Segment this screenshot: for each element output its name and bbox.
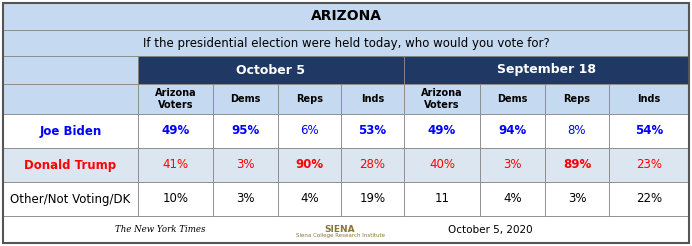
- Text: 3%: 3%: [567, 193, 586, 205]
- Bar: [609, 114, 689, 148]
- Bar: [138, 182, 213, 216]
- Text: 3%: 3%: [503, 158, 522, 171]
- Text: 8%: 8%: [567, 124, 586, 138]
- Bar: [3, 148, 138, 182]
- Bar: [480, 84, 545, 114]
- Bar: [545, 84, 609, 114]
- Text: 3%: 3%: [236, 158, 255, 171]
- Text: 40%: 40%: [429, 158, 455, 171]
- Text: Inds: Inds: [361, 94, 384, 104]
- Text: Siena College Research Institute: Siena College Research Institute: [295, 233, 385, 238]
- Bar: [138, 56, 404, 84]
- Text: 41%: 41%: [163, 158, 188, 171]
- Bar: [278, 84, 341, 114]
- Bar: [3, 216, 689, 243]
- Bar: [341, 148, 404, 182]
- Text: 23%: 23%: [636, 158, 662, 171]
- Text: The New York Times: The New York Times: [115, 225, 206, 234]
- Text: Other/Not Voting/DK: Other/Not Voting/DK: [10, 193, 131, 205]
- Text: 90%: 90%: [295, 158, 324, 171]
- Text: 10%: 10%: [163, 193, 188, 205]
- Bar: [404, 114, 480, 148]
- Bar: [278, 114, 341, 148]
- Text: Dems: Dems: [230, 94, 261, 104]
- Bar: [213, 114, 278, 148]
- Bar: [341, 182, 404, 216]
- Text: 28%: 28%: [360, 158, 385, 171]
- Text: 95%: 95%: [231, 124, 260, 138]
- Text: 3%: 3%: [236, 193, 255, 205]
- Text: 6%: 6%: [300, 124, 319, 138]
- Text: 53%: 53%: [358, 124, 387, 138]
- Text: 4%: 4%: [300, 193, 319, 205]
- Text: 4%: 4%: [503, 193, 522, 205]
- Text: Donald Trump: Donald Trump: [24, 158, 116, 171]
- Text: 49%: 49%: [161, 124, 190, 138]
- Bar: [3, 84, 138, 114]
- Bar: [404, 56, 689, 84]
- Bar: [138, 114, 213, 148]
- Text: October 5, 2020: October 5, 2020: [448, 225, 532, 234]
- Bar: [609, 182, 689, 216]
- Bar: [213, 84, 278, 114]
- Bar: [3, 56, 138, 84]
- Bar: [480, 148, 545, 182]
- Text: September 18: September 18: [497, 63, 596, 77]
- Text: Reps: Reps: [563, 94, 590, 104]
- Text: October 5: October 5: [237, 63, 305, 77]
- Bar: [609, 148, 689, 182]
- Text: ARIZONA: ARIZONA: [311, 10, 381, 24]
- Text: 22%: 22%: [636, 193, 662, 205]
- Bar: [138, 148, 213, 182]
- Bar: [609, 84, 689, 114]
- Bar: [545, 182, 609, 216]
- Bar: [480, 114, 545, 148]
- Text: Arizona
Voters: Arizona Voters: [421, 88, 463, 110]
- Text: 11: 11: [435, 193, 450, 205]
- Bar: [278, 182, 341, 216]
- Bar: [213, 182, 278, 216]
- Text: 19%: 19%: [359, 193, 385, 205]
- Bar: [213, 148, 278, 182]
- Bar: [3, 30, 689, 56]
- Bar: [3, 182, 138, 216]
- Text: Reps: Reps: [296, 94, 323, 104]
- Text: 94%: 94%: [498, 124, 527, 138]
- Text: Inds: Inds: [637, 94, 661, 104]
- Text: Arizona
Voters: Arizona Voters: [155, 88, 197, 110]
- Bar: [480, 182, 545, 216]
- Bar: [278, 148, 341, 182]
- Bar: [341, 114, 404, 148]
- Text: 49%: 49%: [428, 124, 456, 138]
- Text: 89%: 89%: [563, 158, 591, 171]
- Bar: [545, 114, 609, 148]
- Bar: [341, 84, 404, 114]
- Text: Dems: Dems: [498, 94, 528, 104]
- Text: 54%: 54%: [635, 124, 663, 138]
- Bar: [404, 148, 480, 182]
- Text: If the presidential election were held today, who would you vote for?: If the presidential election were held t…: [143, 36, 549, 49]
- Bar: [404, 182, 480, 216]
- Bar: [3, 3, 689, 30]
- Bar: [138, 84, 213, 114]
- Text: SIENA: SIENA: [325, 225, 355, 234]
- Bar: [3, 114, 138, 148]
- Bar: [404, 84, 480, 114]
- Text: Joe Biden: Joe Biden: [39, 124, 102, 138]
- Bar: [545, 148, 609, 182]
